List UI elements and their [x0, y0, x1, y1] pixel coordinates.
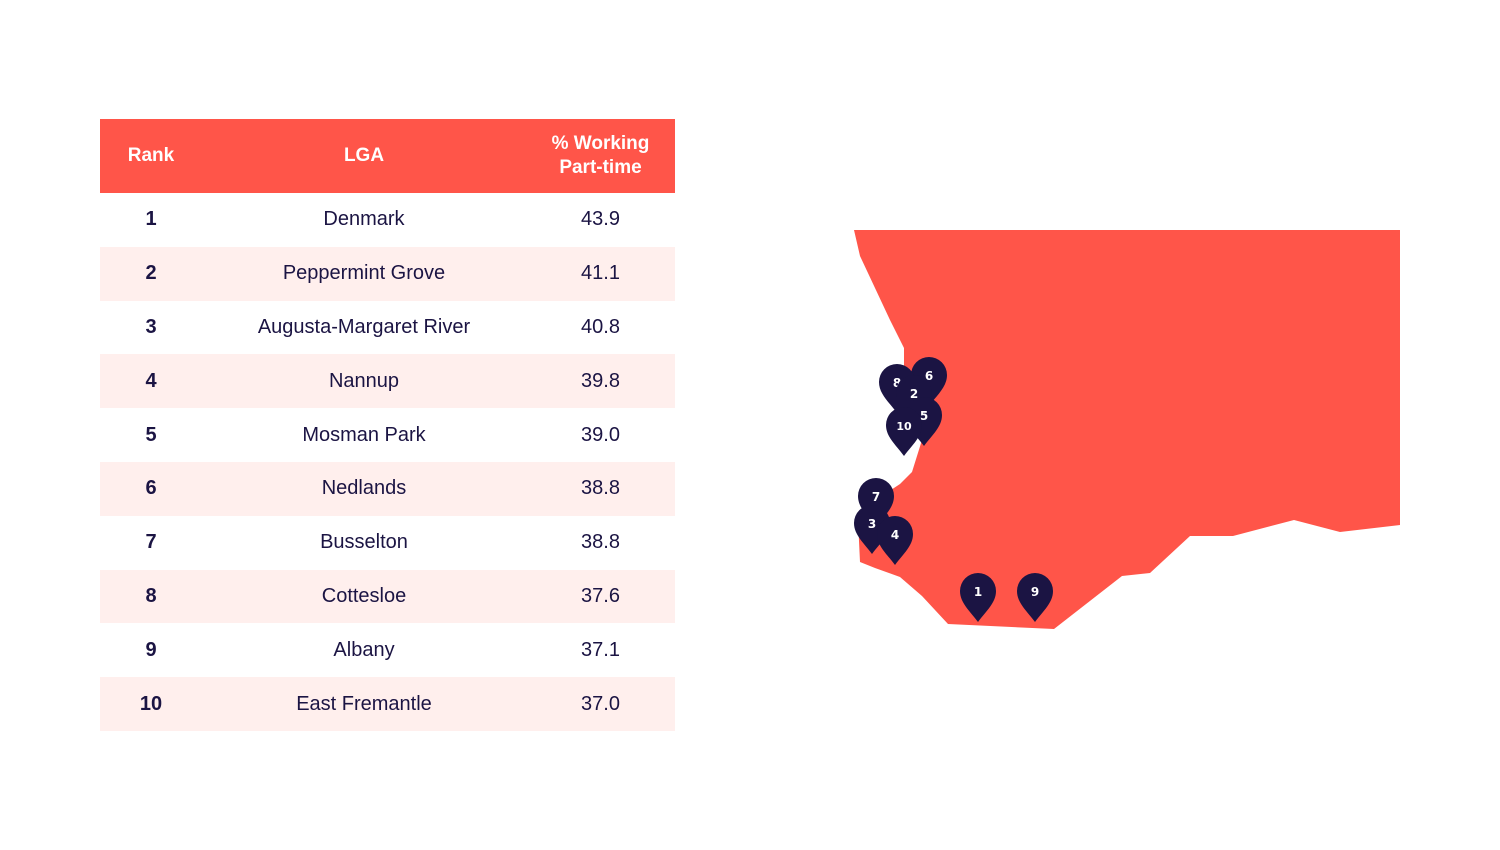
table-row: 3 Augusta-Margaret River 40.8	[100, 301, 675, 355]
header-pct-line2: Part-time	[559, 157, 642, 178]
map-pin-10[interactable]: 10	[886, 407, 922, 456]
pin-label: 7	[872, 490, 880, 504]
lga-cell: Nannup	[328, 369, 400, 392]
pin-label: 4	[891, 528, 899, 542]
pin-label: 6	[925, 369, 933, 383]
table-row: 2 Peppermint Grove 41.1	[100, 246, 675, 301]
pct-cell: 41.1	[581, 262, 620, 285]
table-row: 9 Albany 37.1	[100, 623, 675, 677]
pin-label: 1	[974, 585, 982, 599]
table-row: 8 Cottesloe 37.6	[100, 569, 675, 624]
pct-cell: 39.0	[581, 423, 620, 446]
pct-cell: 40.8	[581, 315, 620, 338]
lga-cell: Busselton	[320, 531, 408, 554]
rank-cell: 8	[145, 584, 157, 607]
table-row: 6 Nedlands 38.8	[100, 461, 675, 516]
table-row: 5 Mosman Park 39.0	[100, 408, 675, 462]
rank-cell: 9	[145, 638, 157, 661]
map-pin-9[interactable]: 9	[1017, 573, 1053, 622]
table-row: 10 East Fremantle 37.0	[100, 677, 675, 731]
pct-cell: 39.8	[581, 369, 620, 392]
pin-label: 2	[910, 387, 918, 401]
ranking-table: Rank LGA % Working Part-time 1 Denmark 43…	[100, 119, 675, 731]
pin-label: 5	[920, 409, 928, 423]
pin-label: 9	[1031, 585, 1039, 599]
table-header: Rank LGA % Working Part-time	[100, 119, 675, 193]
southwest-map: 1 9 7 3 4 6 8 2 5 10	[854, 230, 1400, 629]
lga-cell: Albany	[333, 638, 395, 661]
pct-cell: 38.8	[581, 531, 620, 554]
pin-label: 10	[896, 420, 912, 433]
pct-cell: 43.9	[581, 208, 620, 231]
lga-cell: Nedlands	[321, 477, 407, 500]
table-row: 7 Busselton 38.8	[100, 516, 675, 570]
rank-cell: 4	[145, 369, 157, 392]
rank-cell: 3	[145, 315, 157, 338]
pct-cell: 37.6	[581, 584, 620, 607]
rank-cell: 1	[145, 208, 157, 231]
lga-cell: East Fremantle	[296, 692, 432, 715]
rank-cell: 10	[139, 692, 163, 715]
map-pin-1[interactable]: 1	[960, 573, 996, 622]
pct-cell: 37.1	[581, 638, 620, 661]
lga-cell: Denmark	[323, 208, 405, 231]
table-row: 4 Nannup 39.8	[100, 354, 675, 409]
map-pin-4[interactable]: 4	[877, 516, 913, 565]
lga-cell: Augusta-Margaret River	[257, 315, 471, 338]
pin-label: 8	[893, 376, 901, 390]
rank-cell: 6	[145, 477, 157, 500]
pin-label: 3	[868, 517, 876, 531]
land-shape	[854, 230, 1400, 629]
header-lga: LGA	[343, 145, 385, 166]
header-rank: Rank	[127, 145, 175, 166]
rank-cell: 5	[145, 423, 157, 446]
lga-cell: Mosman Park	[302, 423, 426, 446]
header-pct-line1: % Working	[551, 133, 650, 154]
rank-cell: 7	[145, 531, 157, 554]
rank-cell: 2	[145, 262, 157, 285]
table-row: 1 Denmark 43.9	[100, 193, 675, 247]
header-pct: % Working Part-time	[526, 119, 675, 193]
pct-cell: 38.8	[581, 477, 620, 500]
pct-cell: 37.0	[581, 692, 620, 715]
lga-cell: Peppermint Grove	[282, 262, 446, 285]
lga-cell: Cottesloe	[321, 584, 407, 607]
